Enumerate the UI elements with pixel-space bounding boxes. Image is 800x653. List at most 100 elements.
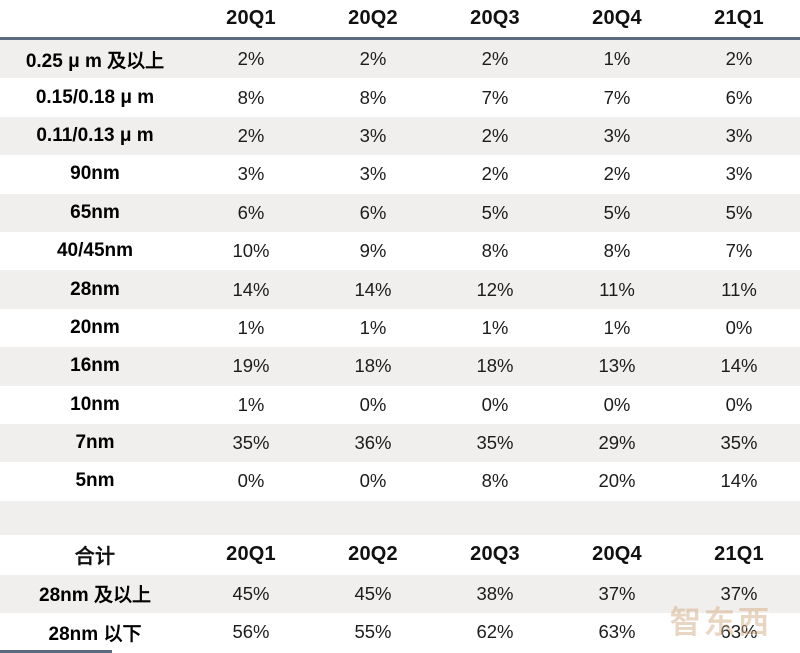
value-cell: 1% [359, 316, 387, 338]
value-cell: 5% [603, 201, 631, 223]
table-row: 5nm 0% 0% 8% 20% 14% [0, 462, 800, 500]
value-cell: 14% [354, 278, 392, 300]
value-cell: 14% [720, 355, 758, 377]
value-cell: 7% [481, 86, 509, 108]
value-cell: 13% [598, 355, 636, 377]
column-header-20q4: 20Q4 [592, 7, 642, 29]
value-cell: 35% [232, 432, 270, 454]
totals-column-header-20q2: 20Q2 [348, 543, 398, 566]
totals-column-header-20q3: 20Q3 [470, 543, 520, 566]
value-cell: 29% [598, 432, 636, 454]
table-row: 28nm 及以上 45% 45% 38% 37% 37% [0, 574, 800, 614]
value-cell: 2% [237, 124, 265, 146]
section-spacer [0, 500, 800, 535]
table-row: 90nm 3% 3% 2% 2% 3% [0, 155, 800, 193]
value-cell: 63% [598, 621, 636, 643]
row-label: 65nm [70, 201, 120, 223]
table-row: 0.11/0.13 μ m 2% 3% 2% 3% 3% [0, 116, 800, 156]
row-label: 28nm 以下 [48, 623, 142, 645]
table-row: 65nm 6% 6% 5% 5% 5% [0, 193, 800, 232]
totals-column-header-20q1: 20Q1 [226, 543, 276, 566]
column-header-20q1: 20Q1 [226, 7, 276, 29]
value-cell: 36% [354, 432, 392, 454]
value-cell: 3% [359, 163, 387, 185]
value-cell: 35% [476, 432, 514, 454]
totals-column-header-21q1: 21Q1 [714, 543, 764, 566]
value-cell: 1% [237, 393, 265, 415]
row-label: 28nm [70, 278, 120, 300]
value-cell: 37% [720, 582, 758, 604]
value-cell: 8% [359, 86, 387, 108]
value-cell: 6% [359, 201, 387, 223]
row-label: 0.25 μ m 及以上 [25, 50, 165, 72]
table-body: 0.25 μ m 及以上 2% 2% 2% 1% 2% 0.15/0.18 μ m 8% 8% 7… [0, 40, 800, 501]
value-cell: 8% [237, 86, 265, 108]
totals-column-header-20q4: 20Q4 [592, 543, 642, 566]
value-cell: 10% [232, 240, 270, 262]
value-cell: 1% [481, 316, 509, 338]
value-cell: 63% [720, 621, 758, 643]
header-divider [0, 37, 800, 40]
value-cell: 3% [359, 124, 387, 146]
value-cell: 5% [481, 201, 509, 223]
table-row: 40/45nm 10% 9% 8% 8% 7% [0, 232, 800, 270]
value-cell: 3% [725, 124, 753, 146]
value-cell: 0% [481, 393, 509, 415]
table-row: 0.25 μ m 及以上 2% 2% 2% 1% 2% [0, 40, 800, 79]
value-cell: 14% [720, 470, 758, 492]
value-cell: 11% [721, 278, 757, 300]
value-cell: 62% [476, 621, 514, 643]
value-cell: 11% [599, 278, 635, 300]
table-header-row: 20Q1 20Q2 20Q3 20Q4 21Q1 [0, 0, 800, 37]
value-cell: 38% [476, 582, 514, 604]
value-cell: 8% [481, 470, 509, 492]
value-cell: 6% [725, 86, 753, 108]
row-label: 90nm [70, 163, 120, 185]
row-label: 10nm [70, 393, 120, 415]
value-cell: 0% [725, 316, 753, 338]
value-cell: 0% [603, 393, 631, 415]
value-cell: 0% [725, 393, 753, 415]
value-cell: 1% [603, 48, 631, 70]
table-row: 28nm 以下 56% 55% 62% 63% 63% [0, 613, 800, 651]
value-cell: 37% [598, 582, 636, 604]
column-header-20q2: 20Q2 [348, 7, 398, 29]
value-cell: 14% [232, 278, 270, 300]
value-cell: 35% [720, 432, 758, 454]
value-cell: 45% [354, 582, 392, 604]
value-cell: 8% [481, 240, 509, 262]
value-cell: 2% [481, 48, 509, 70]
column-header-20q3: 20Q3 [470, 7, 520, 29]
totals-body: 28nm 及以上 45% 45% 38% 37% 37% 28nm 以下 56% 55% 62% 6… [0, 574, 800, 652]
row-label: 7nm [75, 432, 115, 454]
table-row: 28nm 14% 14% 12% 11% 11% [0, 270, 800, 309]
value-cell: 56% [232, 621, 270, 643]
value-cell: 6% [237, 201, 265, 223]
value-cell: 2% [603, 163, 631, 185]
value-cell: 2% [725, 48, 753, 70]
value-cell: 18% [354, 355, 392, 377]
value-cell: 2% [359, 48, 387, 70]
table-row: 10nm 1% 0% 0% 0% 0% [0, 386, 800, 424]
value-cell: 7% [725, 240, 753, 262]
value-cell: 20% [598, 470, 636, 492]
value-cell: 9% [359, 240, 387, 262]
table-row: 0.15/0.18 μ m 8% 8% 7% 7% 6% [0, 78, 800, 116]
table-row: 16nm 19% 18% 18% 13% 14% [0, 347, 800, 386]
value-cell: 3% [603, 124, 631, 146]
value-cell: 19% [232, 355, 270, 377]
value-cell: 45% [232, 582, 270, 604]
table-row: 20nm 1% 1% 1% 1% 0% [0, 309, 800, 347]
value-cell: 5% [725, 201, 753, 223]
value-cell: 3% [237, 163, 265, 185]
table-row: 7nm 35% 36% 35% 29% 35% [0, 423, 800, 463]
row-label: 5nm [75, 470, 115, 492]
row-label: 0.11/0.13 μ m [36, 124, 154, 146]
totals-header-row: 合计 20Q1 20Q2 20Q3 20Q4 21Q1 [0, 535, 800, 575]
value-cell: 12% [476, 278, 514, 300]
value-cell: 2% [481, 124, 509, 146]
value-cell: 2% [481, 163, 509, 185]
value-cell: 1% [603, 316, 631, 338]
value-cell: 2% [237, 48, 265, 70]
